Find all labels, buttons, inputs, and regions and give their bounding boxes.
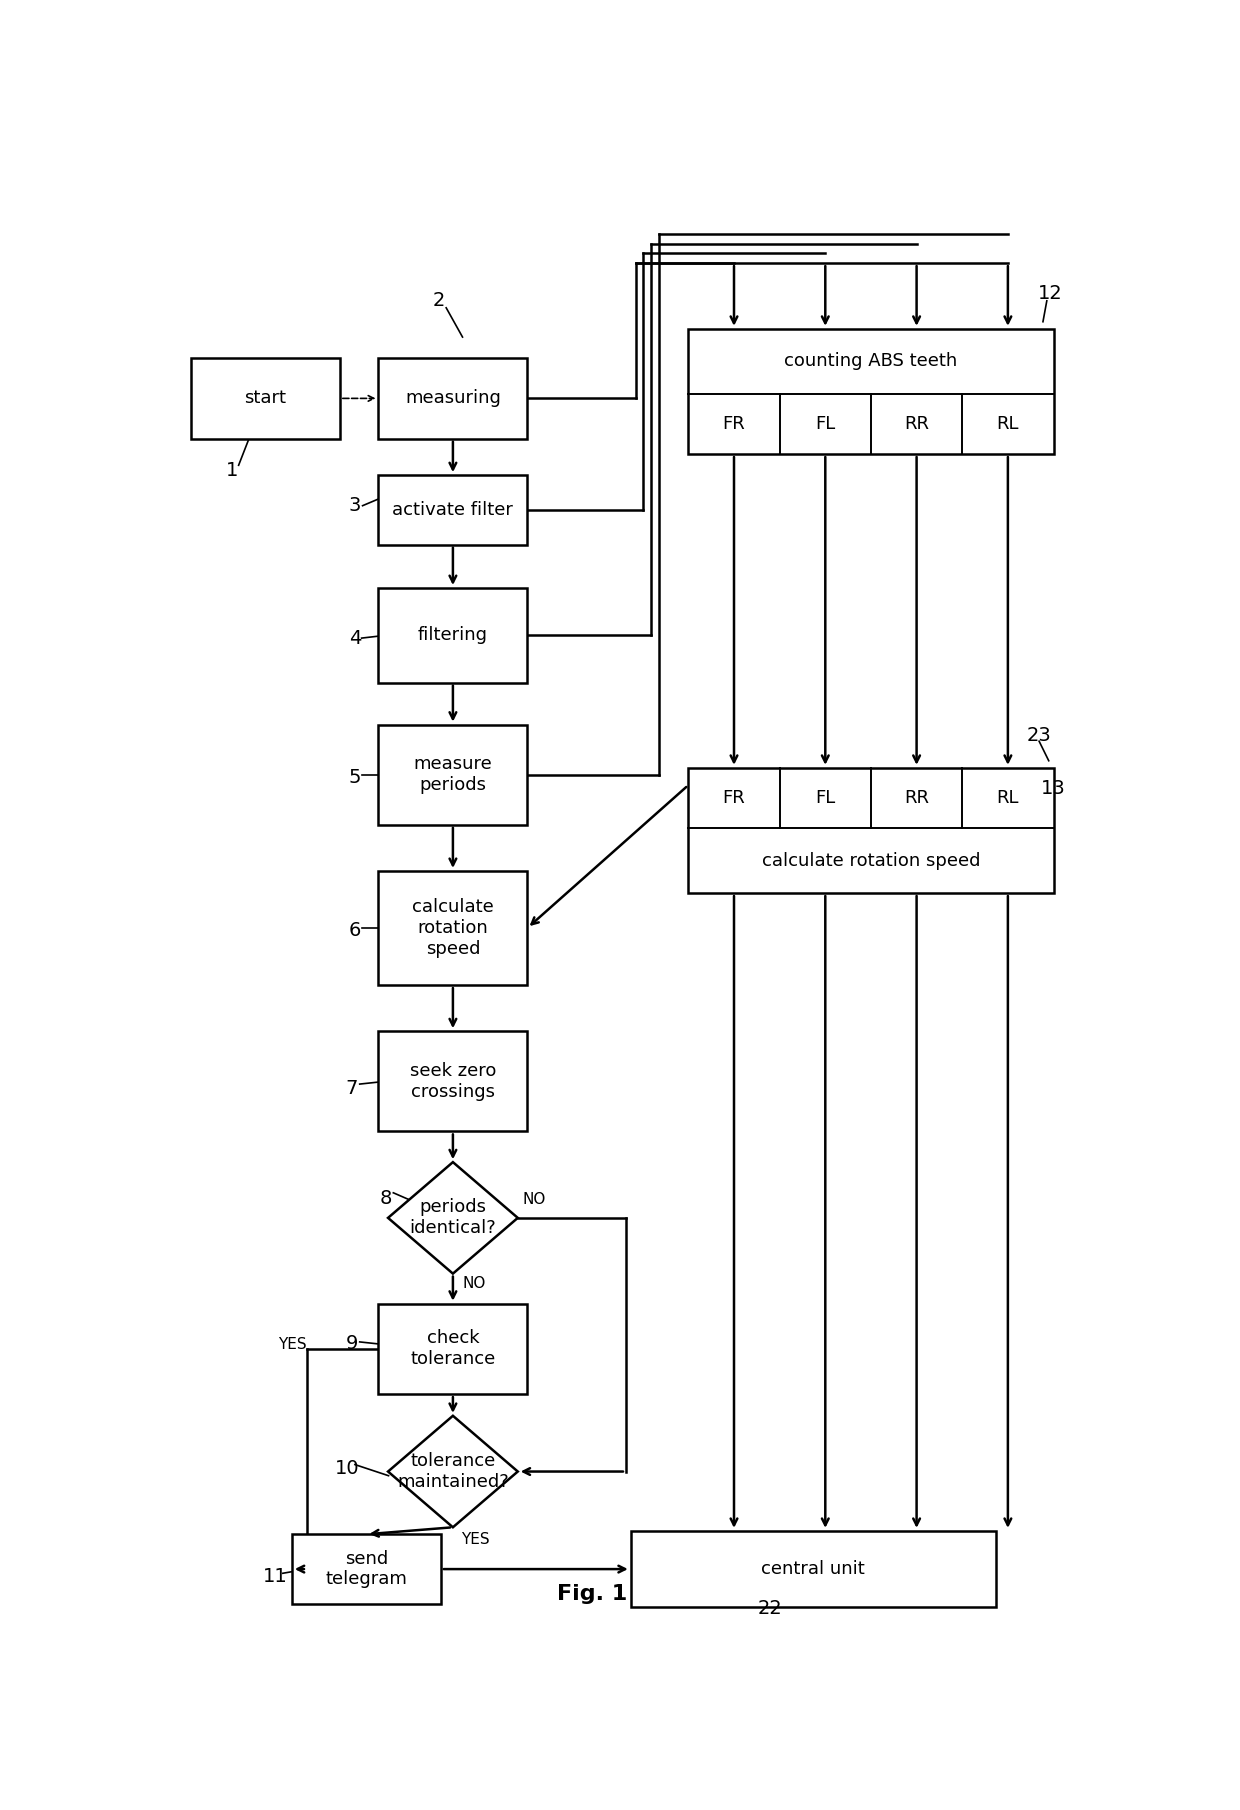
FancyBboxPatch shape bbox=[291, 1535, 441, 1604]
Text: Fig. 1: Fig. 1 bbox=[557, 1584, 627, 1604]
Text: 2: 2 bbox=[433, 291, 445, 310]
Text: activate filter: activate filter bbox=[393, 501, 513, 519]
FancyBboxPatch shape bbox=[378, 588, 527, 682]
Text: YES: YES bbox=[460, 1531, 490, 1548]
Text: 13: 13 bbox=[1042, 778, 1066, 798]
Text: NO: NO bbox=[522, 1193, 546, 1207]
Text: RR: RR bbox=[904, 789, 929, 807]
Text: check
tolerance: check tolerance bbox=[410, 1330, 496, 1368]
Text: 23: 23 bbox=[1027, 726, 1052, 746]
Text: FL: FL bbox=[815, 414, 836, 433]
FancyBboxPatch shape bbox=[378, 871, 527, 985]
Text: calculate rotation speed: calculate rotation speed bbox=[761, 851, 980, 869]
Text: 4: 4 bbox=[348, 628, 361, 648]
Text: measure
periods: measure periods bbox=[413, 755, 492, 795]
Text: 3: 3 bbox=[348, 496, 361, 516]
FancyBboxPatch shape bbox=[378, 1032, 527, 1131]
Text: filtering: filtering bbox=[418, 626, 487, 644]
Text: 22: 22 bbox=[758, 1598, 782, 1618]
Polygon shape bbox=[388, 1162, 518, 1274]
Text: start: start bbox=[244, 389, 286, 407]
Text: RL: RL bbox=[997, 789, 1019, 807]
FancyBboxPatch shape bbox=[191, 358, 340, 438]
FancyBboxPatch shape bbox=[688, 329, 1054, 454]
Text: measuring: measuring bbox=[405, 389, 501, 407]
FancyBboxPatch shape bbox=[378, 474, 527, 545]
FancyBboxPatch shape bbox=[378, 724, 527, 825]
Text: FR: FR bbox=[723, 789, 745, 807]
Text: NO: NO bbox=[463, 1276, 486, 1291]
FancyBboxPatch shape bbox=[378, 358, 527, 438]
Text: RR: RR bbox=[904, 414, 929, 433]
Text: YES: YES bbox=[278, 1338, 306, 1352]
FancyBboxPatch shape bbox=[631, 1531, 996, 1607]
Text: FL: FL bbox=[815, 789, 836, 807]
FancyBboxPatch shape bbox=[688, 767, 1054, 892]
Text: central unit: central unit bbox=[761, 1560, 866, 1578]
Text: 9: 9 bbox=[346, 1334, 358, 1352]
Text: 8: 8 bbox=[379, 1189, 392, 1207]
Text: 11: 11 bbox=[263, 1567, 288, 1586]
Text: seek zero
crossings: seek zero crossings bbox=[409, 1062, 496, 1100]
FancyBboxPatch shape bbox=[378, 1303, 527, 1394]
Text: 6: 6 bbox=[348, 921, 361, 939]
Polygon shape bbox=[388, 1415, 518, 1528]
Text: counting ABS teeth: counting ABS teeth bbox=[785, 353, 957, 371]
Text: calculate
rotation
speed: calculate rotation speed bbox=[412, 898, 494, 957]
Text: FR: FR bbox=[723, 414, 745, 433]
Text: 12: 12 bbox=[1038, 284, 1063, 304]
Text: 1: 1 bbox=[226, 462, 238, 480]
Text: tolerance
maintained?: tolerance maintained? bbox=[397, 1452, 508, 1491]
Text: periods
identical?: periods identical? bbox=[409, 1198, 496, 1238]
Text: RL: RL bbox=[997, 414, 1019, 433]
Text: 7: 7 bbox=[346, 1079, 358, 1097]
Text: 5: 5 bbox=[348, 767, 361, 787]
Text: 10: 10 bbox=[335, 1459, 360, 1479]
Text: send
telegram: send telegram bbox=[325, 1549, 408, 1589]
